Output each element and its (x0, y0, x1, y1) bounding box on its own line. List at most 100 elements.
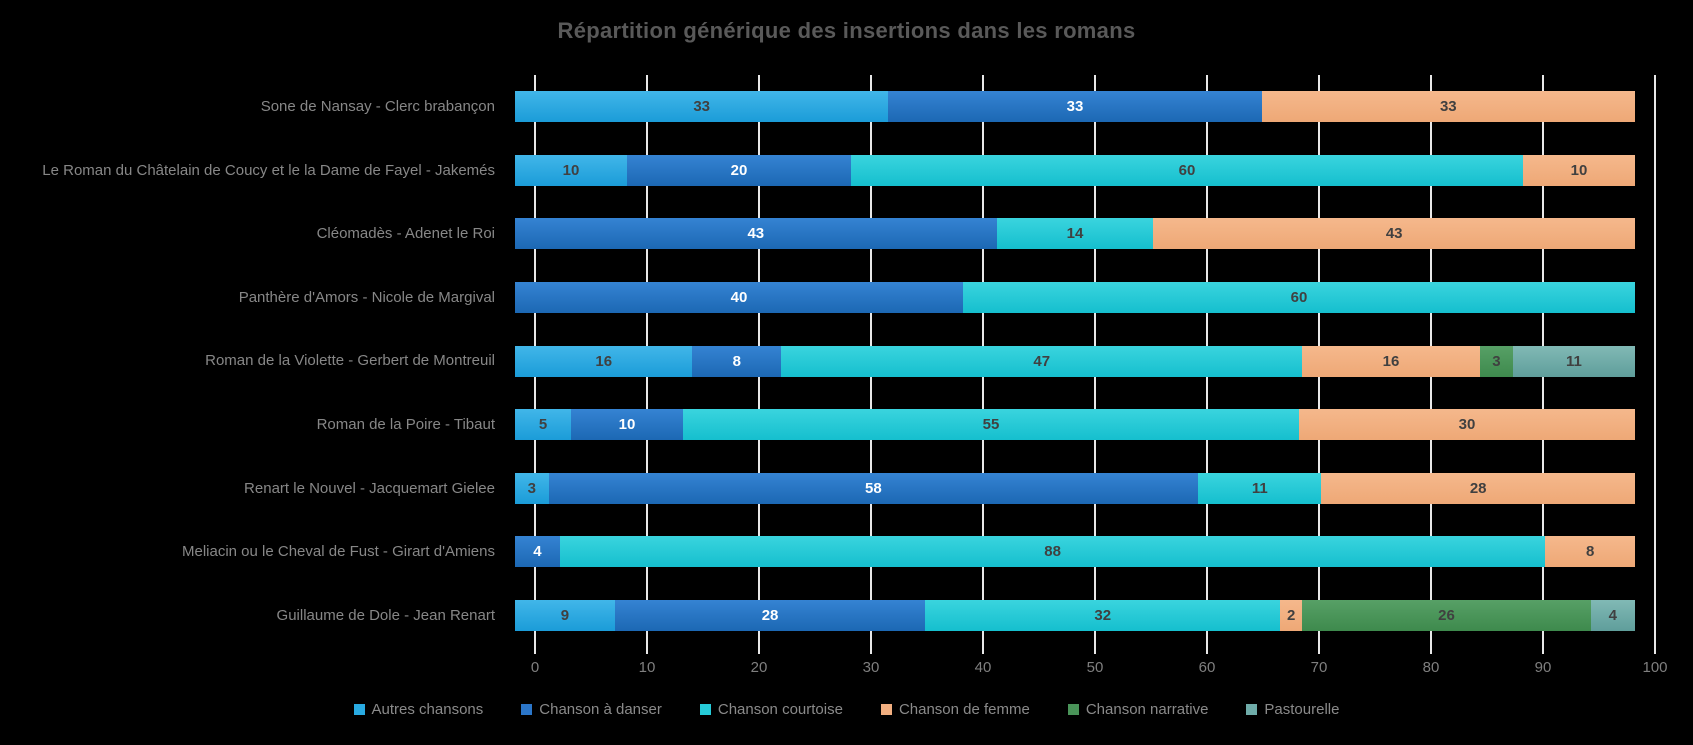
bar-segment: 58 (548, 472, 1199, 504)
bar-track: 9 28 32 2 26 4 (515, 599, 1635, 631)
x-axis-tick-label: 30 (862, 659, 880, 676)
bar-row: Meliacin ou le Cheval de Fust - Girart d… (0, 520, 1693, 584)
bar-segment: 60 (851, 154, 1523, 186)
bar-segment: 43 (1153, 218, 1635, 250)
bar-segment: 3 (1479, 345, 1513, 377)
legend-item: Autres chansons (353, 701, 484, 718)
category-label: Panthère d'Amors - Nicole de Margival (238, 288, 495, 306)
bar-track: 10 20 60 10 (515, 154, 1635, 186)
bar-segment: 40 (515, 281, 963, 313)
bar-segment: 16 (515, 345, 693, 377)
bar-segment: 10 (1523, 154, 1635, 186)
bar-segment: 4 (515, 536, 560, 568)
axis-tick-mark (758, 647, 760, 654)
bar-segment: 14 (996, 218, 1154, 250)
bar-row: Renart le Nouvel - Jacquemart Gielee 3 58 1… (0, 456, 1693, 520)
bar-segment: 8 (692, 345, 782, 377)
x-axis-tick-label: 60 (1198, 659, 1216, 676)
legend-swatch-icon (880, 704, 892, 715)
bar-row: Sone de Nansay - Clerc brabançon 33 33 33 (0, 75, 1693, 139)
x-axis-tick-label: 10 (638, 659, 656, 676)
legend-swatch-icon (521, 704, 533, 715)
category-label: Cléomadès - Adenet le Roi (316, 225, 495, 243)
gridline (1654, 75, 1656, 647)
bar-segment: 30 (1299, 409, 1635, 441)
bar-segment: 9 (515, 599, 615, 631)
bar-row: Cléomadès - Adenet le Roi 43 14 43 (0, 202, 1693, 266)
bar-segment: 55 (683, 409, 1299, 441)
bar-segment: 8 (1545, 536, 1635, 568)
legend-label: Chanson à danser (539, 701, 662, 718)
axis-tick-mark (1318, 647, 1320, 654)
bar-segment: 20 (627, 154, 851, 186)
x-axis: 0 10 20 30 40 50 60 70 80 90 100 (531, 659, 1668, 681)
bar-segment: 33 (515, 91, 889, 123)
category-label: Sone de Nansay - Clerc brabançon (260, 98, 495, 116)
bar-track: 5 10 55 30 (515, 409, 1635, 441)
legend-swatch-icon (1246, 704, 1258, 715)
axis-tick-mark (1206, 647, 1208, 654)
legend-item: Chanson de femme (880, 701, 1030, 718)
chart-title: Répartition générique des insertions dan… (557, 18, 1136, 43)
bar-track: 33 33 33 (515, 91, 1635, 123)
bar-segment: 28 (614, 599, 926, 631)
bar-track: 4 88 8 (515, 536, 1635, 568)
category-label: Meliacin ou le Cheval de Fust - Girart d… (182, 543, 495, 561)
bar-segment: 88 (559, 536, 1546, 568)
bar-row: Roman de la Violette - Gerbert de Montre… (0, 329, 1693, 393)
bar-segment: 32 (925, 599, 1281, 631)
bar-track: 3 58 11 28 (515, 472, 1635, 504)
category-label: Roman de la Poire - Tibaut (316, 415, 495, 433)
legend-item: Chanson à danser (521, 701, 662, 718)
axis-tick-mark (646, 647, 648, 654)
x-axis-tick-label: 90 (1534, 659, 1552, 676)
legend-swatch-icon (1067, 704, 1079, 715)
x-axis-tick-label: 50 (1086, 659, 1104, 676)
bar-segment: 10 (571, 409, 683, 441)
legend-label: Chanson courtoise (717, 701, 843, 718)
category-label: Roman de la Violette - Gerbert de Montre… (205, 352, 495, 370)
axis-tick-mark (982, 647, 984, 654)
axis-tick-mark (534, 647, 536, 654)
legend-swatch-icon (353, 704, 365, 715)
bar-segment: 60 (963, 281, 1635, 313)
bar-row: Le Roman du Châtelain de Coucy et le la … (0, 139, 1693, 203)
x-axis-tick-label: 20 (750, 659, 768, 676)
bar-track: 43 14 43 (515, 218, 1635, 250)
legend-label: Pastourelle (1264, 701, 1340, 718)
bar-track: 40 60 (515, 281, 1635, 313)
bar-track: 16 8 47 16 3 11 (515, 345, 1635, 377)
legend-swatch-icon (699, 704, 711, 715)
bar-segment: 43 (515, 218, 997, 250)
x-axis-tick-label: 40 (974, 659, 992, 676)
bar-segment: 11 (1513, 345, 1635, 377)
x-axis-tick-label: 70 (1310, 659, 1328, 676)
legend-label: Chanson de femme (898, 701, 1030, 718)
bar-row: Panthère d'Amors - Nicole de Margival 40 6… (0, 266, 1693, 330)
legend-item: Pastourelle (1246, 701, 1339, 718)
axis-tick-mark (1094, 647, 1096, 654)
category-label: Le Roman du Châtelain de Coucy et le la … (42, 161, 495, 179)
bar-segment: 11 (1198, 472, 1322, 504)
bar-segment: 47 (781, 345, 1303, 377)
bar-segment: 33 (888, 91, 1262, 123)
legend-label: Chanson narrative (1085, 701, 1209, 718)
bar-row: Roman de la Poire - Tibaut 5 10 55 30 (0, 393, 1693, 457)
bar-segment: 16 (1302, 345, 1480, 377)
x-axis-tick-label: 100 (1642, 659, 1668, 676)
legend-label: Autres chansons (371, 701, 484, 718)
bar-segment: 3 (515, 472, 549, 504)
bar-segment: 5 (515, 409, 571, 441)
category-label: Guillaume de Dole - Jean Renart (276, 606, 495, 624)
axis-tick-mark (1430, 647, 1432, 654)
bar-segment: 10 (515, 154, 627, 186)
bar-row: Guillaume de Dole - Jean Renart 9 28 32 2 26 4 (0, 584, 1693, 648)
axis-tick-mark (1542, 647, 1544, 654)
axis-tick-mark (1654, 647, 1656, 654)
bar-segment: 2 (1280, 599, 1303, 631)
plot-area: Sone de Nansay - Clerc brabançon 33 33 33 Le… (0, 75, 1693, 647)
x-axis-tick-label: 0 (530, 659, 540, 676)
category-label: Renart le Nouvel - Jacquemart Gielee (244, 479, 495, 497)
legend-item: Chanson courtoise (699, 701, 843, 718)
